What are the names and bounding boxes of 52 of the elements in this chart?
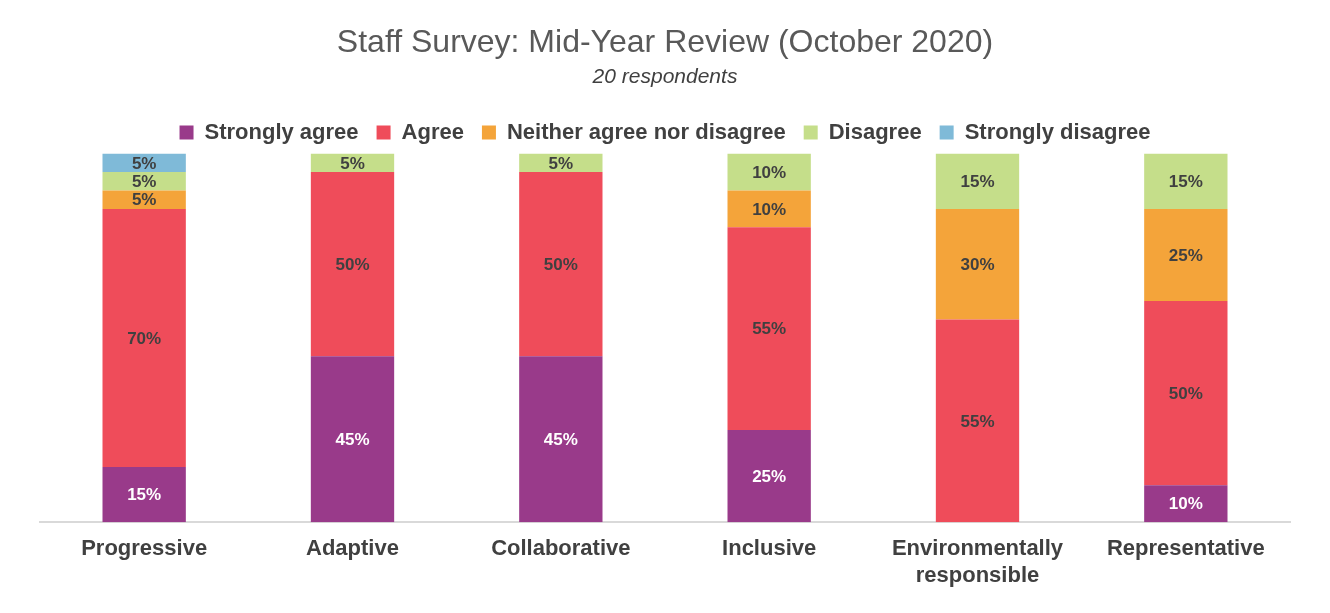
bar (102, 466, 186, 523)
bar (727, 227, 811, 431)
data-label: 25% (1168, 245, 1203, 265)
x-tick-label: Representative (1106, 535, 1265, 561)
bar (935, 153, 1020, 209)
data-label: 10% (1168, 494, 1203, 514)
legend-label: Neither agree nor disagree (506, 118, 786, 144)
data-label: 15% (960, 171, 995, 191)
data-label: 5% (131, 171, 157, 191)
data-label: 10% (752, 199, 787, 219)
data-label: 30% (960, 254, 995, 274)
data-label: 50% (543, 254, 578, 274)
bar (310, 356, 395, 523)
bar (1144, 485, 1228, 523)
legend-label: Disagree (828, 118, 922, 144)
data-label: 50% (335, 254, 370, 274)
bar (1144, 208, 1228, 302)
data-label: 45% (543, 429, 578, 449)
bar (519, 356, 603, 523)
bar (310, 172, 395, 357)
data-label: 15% (1168, 171, 1203, 191)
legend-label: Strongly disagree (964, 118, 1151, 144)
data-label: 15% (127, 485, 162, 505)
x-tick-label: Inclusive (722, 535, 817, 561)
data-label: 5% (340, 153, 365, 173)
data-label: 5% (131, 153, 157, 173)
bar (935, 208, 1020, 320)
bar (727, 190, 811, 228)
x-tick-label: Environmentally responsible (891, 535, 1064, 587)
data-label: 50% (1168, 383, 1203, 403)
data-label: 25% (752, 466, 787, 486)
bar (102, 190, 186, 209)
bar (1144, 153, 1228, 209)
chart-title: Staff Survey: Mid-Year Review (October 2020) (336, 23, 994, 60)
data-label: 55% (960, 411, 995, 431)
bar (519, 172, 603, 357)
bar (727, 430, 811, 523)
x-tick-label: Progressive (81, 535, 208, 561)
data-label: 5% (548, 153, 574, 173)
x-tick-label: Collaborative (491, 535, 631, 561)
chart-subtitle: 20 respondents (591, 63, 738, 87)
data-label: 5% (131, 190, 157, 210)
data-label: 70% (127, 328, 162, 348)
bar (102, 208, 186, 467)
bar (935, 319, 1020, 523)
legend-label: Agree (401, 118, 464, 144)
data-label: 45% (335, 429, 370, 449)
data-label: 55% (752, 319, 787, 339)
data-label: 10% (752, 162, 787, 182)
legend-label: Strongly agree (204, 118, 359, 144)
x-tick-label: Adaptive (306, 535, 399, 561)
bar (1144, 301, 1228, 486)
